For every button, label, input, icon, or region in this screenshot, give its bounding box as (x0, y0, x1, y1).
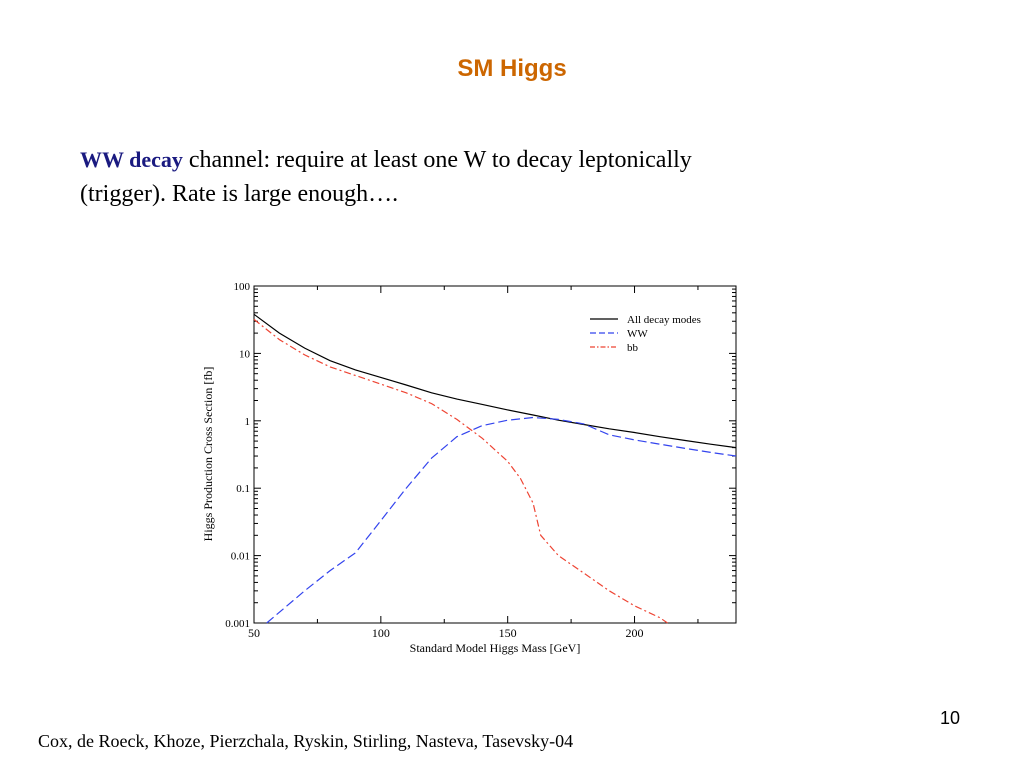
y-tick-label: 1 (245, 416, 251, 428)
intro-text: channel: require at least one W to decay… (80, 147, 692, 207)
x-tick-label: 150 (499, 626, 517, 640)
series-lines (253, 313, 737, 624)
page-number: 10 (939, 708, 960, 728)
y-tick-label: 10 (239, 348, 251, 360)
intro-highlight: WW decay (80, 147, 183, 172)
legend: All decay modes WW bb (590, 314, 701, 354)
x-axis-label: Standard Model Higgs Mass [GeV] (410, 641, 581, 655)
y-tick-label: 0.1 (236, 483, 250, 495)
y-axis-label: Higgs Production Cross Section [fb] (201, 367, 215, 542)
y-tick-label: 0.001 (225, 618, 250, 630)
x-tick-label: 50 (248, 626, 260, 640)
legend-label: WW (627, 328, 648, 340)
x-tick-label: 100 (372, 626, 390, 640)
legend-label: bb (627, 342, 639, 354)
cross-section-chart: 50 100 150 200 100 10 1 0.1 0.01 0.001 Standard M… (201, 281, 737, 655)
intro-paragraph: WW decay channel: require at least one W… (80, 143, 720, 211)
slide-title: SM Higgs (457, 55, 567, 82)
legend-label: All decay modes (627, 314, 701, 326)
series-line-ww (266, 416, 737, 624)
plot-frame (253, 285, 737, 624)
tick-labels: 50 100 150 200 100 10 1 0.1 0.01 0.001 (225, 281, 643, 640)
series-line-bb (253, 318, 668, 624)
y-tick-label: 0.01 (231, 551, 250, 563)
axis-ticks (253, 285, 736, 624)
y-tick-label: 100 (234, 281, 251, 293)
x-tick-label: 200 (626, 626, 644, 640)
series-line-all-decay-modes (253, 313, 737, 449)
citation: Cox, de Roeck, Khoze, Pierzchala, Ryskin… (38, 731, 574, 751)
